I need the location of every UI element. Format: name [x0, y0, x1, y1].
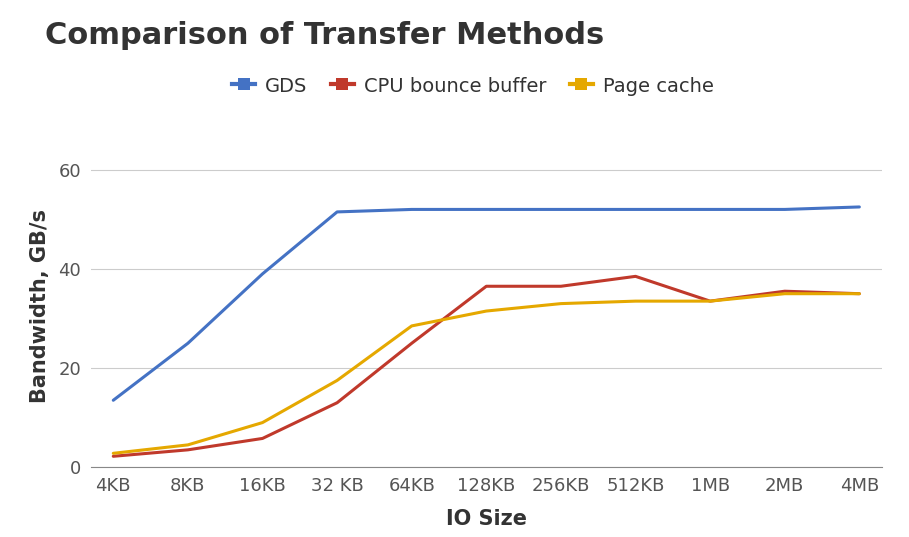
CPU bounce buffer	[481, 283, 492, 289]
X-axis label: IO Size: IO Size	[445, 509, 527, 529]
Page cache	[854, 291, 864, 297]
Y-axis label: Bandwidth, GB/s: Bandwidth, GB/s	[30, 209, 50, 403]
GDS	[481, 206, 492, 213]
GDS	[406, 206, 417, 213]
Page cache	[406, 323, 417, 329]
GDS	[257, 271, 268, 277]
Line: GDS: GDS	[114, 207, 859, 400]
Page cache	[481, 308, 492, 314]
GDS	[854, 204, 864, 210]
CPU bounce buffer	[183, 447, 194, 453]
CPU bounce buffer	[630, 273, 641, 280]
GDS	[332, 209, 343, 215]
Legend: GDS, CPU bounce buffer, Page cache: GDS, CPU bounce buffer, Page cache	[225, 69, 721, 103]
Page cache	[704, 298, 715, 304]
CPU bounce buffer	[257, 435, 268, 441]
CPU bounce buffer	[108, 453, 119, 460]
Page cache	[183, 441, 194, 448]
Page cache	[108, 450, 119, 456]
Page cache	[257, 419, 268, 426]
Page cache	[630, 298, 641, 304]
CPU bounce buffer	[779, 288, 790, 294]
CPU bounce buffer	[406, 340, 417, 346]
GDS	[704, 206, 715, 213]
GDS	[183, 340, 194, 346]
GDS	[630, 206, 641, 213]
Line: CPU bounce buffer: CPU bounce buffer	[114, 277, 859, 456]
GDS	[779, 206, 790, 213]
GDS	[108, 397, 119, 403]
Line: Page cache: Page cache	[114, 294, 859, 453]
Page cache	[779, 291, 790, 297]
Page cache	[555, 300, 566, 307]
CPU bounce buffer	[332, 400, 343, 406]
Page cache	[332, 377, 343, 383]
CPU bounce buffer	[704, 298, 715, 304]
CPU bounce buffer	[854, 291, 864, 297]
GDS	[555, 206, 566, 213]
CPU bounce buffer	[555, 283, 566, 289]
Text: Comparison of Transfer Methods: Comparison of Transfer Methods	[45, 21, 604, 50]
